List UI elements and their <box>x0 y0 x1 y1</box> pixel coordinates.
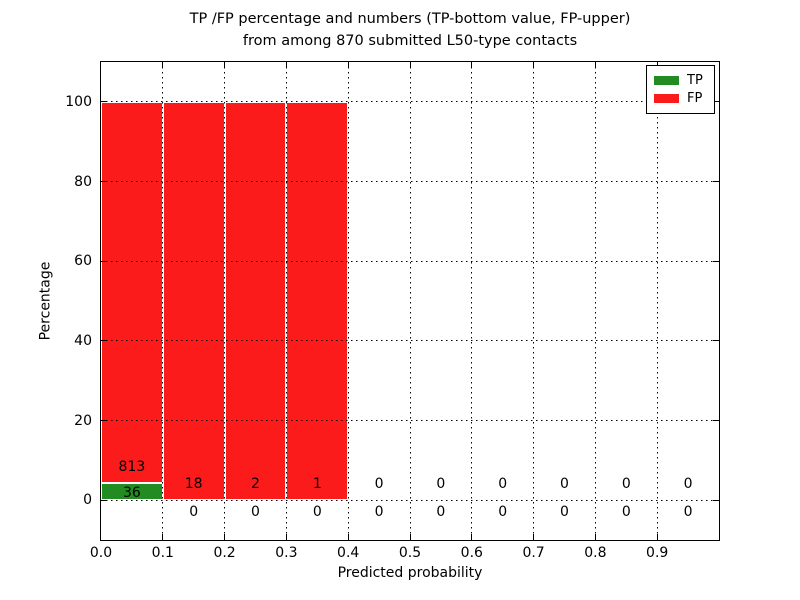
tp-count-label-bin-9: 0 <box>683 503 693 520</box>
fp-count-label-bin-1: 18 <box>184 475 203 492</box>
y-axis-label-text: Percentage <box>37 261 54 341</box>
x-tick-top-0.5 <box>409 62 411 68</box>
x-tick-bottom-0.2 <box>224 534 226 540</box>
fp-count-label-bin-8: 0 <box>621 475 631 492</box>
x-tick-top-0.7 <box>533 62 535 68</box>
gridline-x-0.5 <box>409 62 411 540</box>
tp-count-label-bin-1: 0 <box>189 503 199 520</box>
legend-swatch-tp <box>654 76 679 85</box>
tp-count-label-bin-2: 0 <box>251 503 260 520</box>
y-axis-label: Percentage <box>33 61 57 541</box>
x-tick-top-0.8 <box>594 62 596 68</box>
x-tick-label-0.0: 0.0 <box>89 545 113 561</box>
x-tick-top-0.2 <box>224 62 226 68</box>
y-tick-left-20 <box>101 420 107 421</box>
x-tick-label-0.9: 0.9 <box>646 545 669 561</box>
x-tick-label-0.8: 0.8 <box>584 545 607 561</box>
fp-count-label-bin-0: 813 <box>118 458 146 475</box>
x-tick-bottom-0.5 <box>409 534 411 540</box>
tp-count-label-bin-3: 0 <box>312 503 322 520</box>
legend-item-tp: TP <box>654 74 707 87</box>
fp-count-label-bin-6: 0 <box>498 475 508 492</box>
x-tick-label-0.6: 0.6 <box>460 545 483 561</box>
x-tick-top-0.6 <box>471 62 473 68</box>
legend-swatch-fp <box>654 94 679 103</box>
fp-count-label-bin-4: 0 <box>374 475 384 492</box>
x-tick-bottom-0.7 <box>533 534 535 540</box>
y-tick-left-40 <box>101 340 107 342</box>
fp-count-label-bin-3: 1 <box>312 475 322 492</box>
x-tick-top-0.1 <box>162 62 164 68</box>
y-tick-label-80: 80 <box>74 173 92 190</box>
y-tick-right-20 <box>713 420 719 421</box>
chart-title-line2: from among 870 submitted L50-type contac… <box>242 33 578 49</box>
tp-count-label-bin-5: 0 <box>436 503 446 520</box>
bar-fp-bin-1 <box>162 101 225 501</box>
gridline-x-0.3 <box>285 62 287 540</box>
y-tick-label-0: 0 <box>83 492 92 509</box>
y-tick-left-80 <box>101 181 107 182</box>
tp-count-label-bin-6: 0 <box>498 503 508 520</box>
y-tick-left-0 <box>101 499 107 501</box>
x-tick-bottom-0.9 <box>656 534 658 540</box>
plot-area: 813 36 18 0 2 0 1 0 0 0 0 0 0 0 0 0 0 0 0 0 <box>100 61 720 541</box>
x-axis-label: Predicted probability <box>337 565 483 581</box>
tp-count-label-bin-4: 0 <box>374 503 384 520</box>
y-tick-right-0 <box>713 499 719 501</box>
fp-count-label-bin-5: 0 <box>436 475 446 492</box>
gridline-y-20 <box>101 420 719 421</box>
gridline-y-80 <box>101 181 719 182</box>
gridline-x-0.1 <box>162 62 164 540</box>
x-tick-label-0.3: 0.3 <box>275 545 298 561</box>
gridline-x-0.8 <box>594 62 596 540</box>
y-tick-label-100: 100 <box>65 93 92 110</box>
tp-count-label-bin-8: 0 <box>621 503 631 520</box>
x-tick-bottom-0.4 <box>347 534 349 540</box>
y-tick-left-100 <box>101 101 107 103</box>
legend-label-fp: FP <box>687 91 703 106</box>
x-tick-label-0.1: 0.1 <box>151 545 174 561</box>
x-tick-bottom-0.8 <box>594 534 596 540</box>
gridline-y-40 <box>101 340 719 342</box>
gridline-y-0 <box>101 499 719 501</box>
y-tick-right-60 <box>713 260 719 262</box>
chart-title-line1: TP /FP percentage and numbers (TP-bottom… <box>189 11 631 27</box>
gridline-x-0.9 <box>656 62 658 540</box>
tp-count-label-bin-0: 36 <box>122 484 141 501</box>
bar-fp-bin-0 <box>101 101 163 484</box>
gridline-y-60 <box>101 260 719 262</box>
x-tick-label-0.5: 0.5 <box>398 545 422 561</box>
gridline-x-0.4 <box>347 62 349 540</box>
x-tick-label-0.4: 0.4 <box>337 545 360 561</box>
x-tick-bottom-0.1 <box>162 534 164 540</box>
y-tick-label-40: 40 <box>74 332 92 349</box>
fp-count-label-bin-7: 0 <box>560 475 569 492</box>
fp-count-label-bin-9: 0 <box>683 475 693 492</box>
bar-fp-bin-2 <box>224 101 287 501</box>
bar-fp-bin-3 <box>286 101 349 501</box>
legend-label-tp: TP <box>687 73 703 88</box>
legend: TP FP <box>646 65 715 114</box>
gridline-x-0.6 <box>471 62 473 540</box>
gridline-y-100 <box>101 101 719 103</box>
fp-count-label-bin-2: 2 <box>251 475 260 492</box>
x-tick-bottom-0.6 <box>471 534 473 540</box>
x-tick-top-0.4 <box>347 62 349 68</box>
chart-title: TP /FP percentage and numbers (TP-bottom… <box>90 8 730 52</box>
x-tick-bottom-0.3 <box>285 534 287 540</box>
y-tick-label-60: 60 <box>74 253 92 270</box>
x-tick-label-0.2: 0.2 <box>213 545 236 561</box>
x-tick-top-0.3 <box>285 62 287 68</box>
y-tick-right-80 <box>713 181 719 182</box>
gridline-x-0.7 <box>533 62 535 540</box>
x-tick-label-0.7: 0.7 <box>522 545 545 561</box>
legend-item-fp: FP <box>654 92 707 105</box>
y-tick-label-20: 20 <box>74 412 92 429</box>
gridline-x-0.2 <box>224 62 226 540</box>
y-tick-right-100 <box>713 101 719 103</box>
tp-count-label-bin-7: 0 <box>560 503 569 520</box>
y-tick-left-60 <box>101 260 107 262</box>
y-tick-right-40 <box>713 340 719 342</box>
